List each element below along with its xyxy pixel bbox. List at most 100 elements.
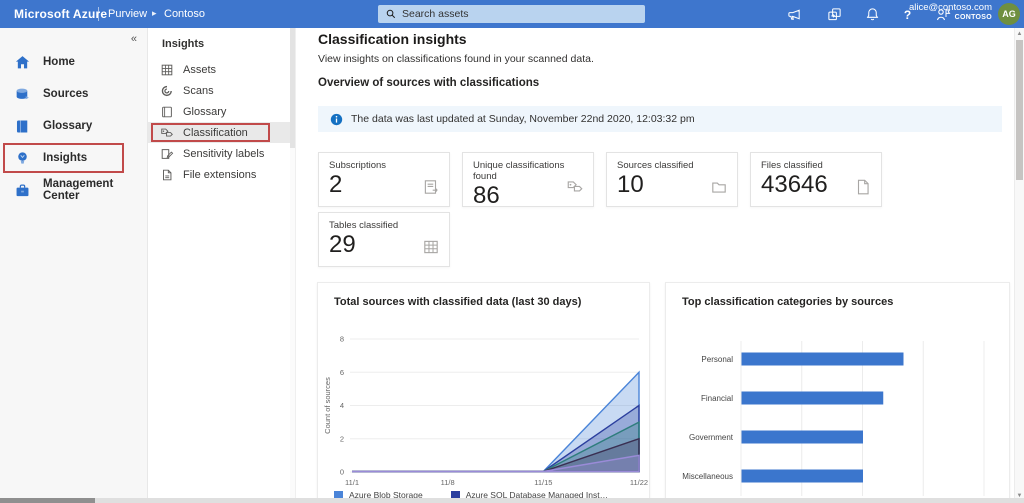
folder-icon [712, 182, 726, 193]
svg-text:4: 4 [340, 401, 344, 410]
svg-text:Financial: Financial [701, 394, 733, 403]
sidebar-item-label: Home [43, 56, 75, 68]
insights-nav-scrollbar[interactable] [290, 28, 295, 503]
notifications-icon[interactable] [864, 6, 881, 23]
chart-title: Total sources with classified data (last… [334, 296, 582, 308]
section-heading: Overview of sources with classifications [318, 77, 540, 89]
sidebar-item-management-center[interactable]: Management Center [0, 174, 147, 206]
horizontal-scrollbar[interactable] [0, 498, 1024, 503]
topbar-divider [98, 7, 99, 21]
insights-nav-label: Scans [183, 84, 214, 97]
insights-nav-item-classification[interactable]: Classification [148, 122, 295, 143]
sidebar-item-sources[interactable]: Sources [0, 78, 147, 110]
search-box[interactable] [378, 5, 645, 23]
stat-card-subscriptions[interactable]: Subscriptions 2 [318, 152, 450, 207]
subscription-icon [424, 180, 438, 194]
insights-nav-label: Assets [183, 63, 217, 76]
classification-icon [161, 128, 173, 137]
stat-card-files-classified[interactable]: Files classified 43646 [750, 152, 882, 207]
management-center-icon [16, 183, 29, 196]
svg-text:11/1: 11/1 [345, 478, 359, 487]
insights-nav-label: File extensions [183, 168, 257, 181]
stat-value: 86 [473, 182, 500, 209]
scroll-up-icon[interactable]: ▲ [1016, 31, 1023, 37]
svg-text:2: 2 [340, 434, 344, 443]
sidebar-item-glossary[interactable]: Glossary [0, 110, 147, 142]
feedback-icon[interactable] [934, 6, 951, 23]
vertical-scrollbar-thumb[interactable] [1016, 40, 1023, 180]
stat-label: Subscriptions [329, 160, 387, 171]
sidebar-item-label: Management Center [43, 178, 114, 202]
account-email: alice@contoso.com [908, 2, 992, 13]
home-icon [15, 55, 30, 68]
horizontal-scrollbar-thumb[interactable] [0, 498, 95, 503]
svg-text:Miscellaneous: Miscellaneous [682, 472, 733, 481]
azure-brand[interactable]: Microsoft Azure [14, 7, 108, 21]
breadcrumb-chevron-icon: ▸ [152, 8, 157, 18]
info-icon [330, 113, 343, 125]
insights-nav-item-file-extensions[interactable]: File extensions [148, 164, 295, 185]
search-icon [386, 9, 396, 19]
legend-item: Azure SQL Database Managed Inst… [450, 490, 609, 500]
sidebar-item-home[interactable]: Home [0, 46, 147, 78]
legend-swatch [450, 490, 460, 500]
sidebar-item-label: Sources [43, 88, 89, 100]
collapse-sidebar-icon[interactable]: « [130, 33, 137, 45]
svg-text:11/8: 11/8 [441, 478, 455, 487]
svg-text:6: 6 [340, 368, 344, 377]
sidebar-item-insights[interactable]: Insights [0, 142, 147, 174]
chart-legend: Azure Blob Storage Azure SQL Database Ma… [334, 490, 608, 500]
sensitivity-labels-icon [161, 148, 174, 159]
vertical-scrollbar[interactable]: ▲ ▼ [1014, 28, 1024, 503]
sidebar-item-label: Insights [43, 152, 88, 164]
insights-nav-label: Glossary [183, 105, 227, 118]
chart-title: Top classification categories by sources [682, 296, 894, 308]
insights-nav-label: Sensitivity labels [183, 147, 265, 160]
sidebar-items: Home Sources Glossary Insights Managemen… [0, 46, 147, 206]
legend-label: Azure SQL Database Managed Inst… [465, 490, 609, 500]
main-sidebar: « Home Sources Glossary Insights [0, 28, 148, 503]
file-icon [857, 179, 869, 195]
stat-value: 29 [329, 231, 356, 258]
svg-text:11/22: 11/22 [630, 478, 648, 487]
insights-nav-item-assets[interactable]: Assets [148, 59, 295, 80]
breadcrumb-app[interactable]: Purview [108, 8, 148, 20]
stat-card-tables-classified[interactable]: Tables classified 29 [318, 212, 450, 267]
avatar[interactable]: AG [998, 3, 1020, 25]
breadcrumb-instance[interactable]: Contoso [164, 8, 205, 20]
switch-directory-icon[interactable] [826, 6, 843, 23]
stat-label: Tables classified [329, 220, 399, 231]
stat-value: 43646 [761, 171, 828, 198]
insights-nav: Insights Assets Scans Glossary Classific… [148, 28, 296, 503]
svg-text:Personal: Personal [701, 355, 733, 364]
search-input[interactable] [402, 8, 637, 20]
top-categories-chart-card[interactable]: Top classification categories by sources… [665, 282, 1010, 503]
svg-text:0: 0 [340, 468, 344, 477]
sidebar-item-label: Glossary [43, 120, 93, 132]
insights-nav-item-sensitivity-labels[interactable]: Sensitivity labels [148, 143, 295, 164]
svg-text:11/15: 11/15 [534, 478, 552, 487]
stat-value: 2 [329, 171, 343, 198]
insights-nav-item-glossary[interactable]: Glossary [148, 101, 295, 122]
account-info[interactable]: alice@contoso.com CONTOSO [908, 2, 992, 22]
svg-text:Government: Government [689, 433, 734, 442]
insights-nav-title: Insights [162, 38, 205, 50]
announcements-icon[interactable] [786, 6, 803, 23]
top-bar: Microsoft Azure Purview ▸ Contoso ? alic… [0, 0, 1024, 28]
help-icon[interactable]: ? [903, 7, 912, 22]
legend-swatch [334, 490, 343, 500]
stat-card-unique-classifications[interactable]: Unique classifications found 86 [462, 152, 594, 209]
page-title: Classification insights [318, 31, 467, 47]
sources-icon [16, 88, 29, 99]
page-subtitle: View insights on classifications found i… [318, 53, 594, 65]
total-sources-chart-svg: 0 2 4 6 8 Count of sources 11/1 11/8 11/15 11/22 [323, 335, 648, 488]
file-extensions-icon [163, 169, 172, 180]
legend-item: Azure Blob Storage [334, 490, 423, 500]
scroll-down-icon[interactable]: ▼ [1016, 493, 1023, 499]
total-sources-chart-card[interactable]: Total sources with classified data (last… [317, 282, 650, 503]
stat-card-sources-classified[interactable]: Sources classified 10 [606, 152, 738, 207]
insights-nav-item-scans[interactable]: Scans [148, 80, 295, 101]
stat-label: Files classified [761, 160, 823, 171]
account-tenant: CONTOSO [954, 13, 992, 21]
